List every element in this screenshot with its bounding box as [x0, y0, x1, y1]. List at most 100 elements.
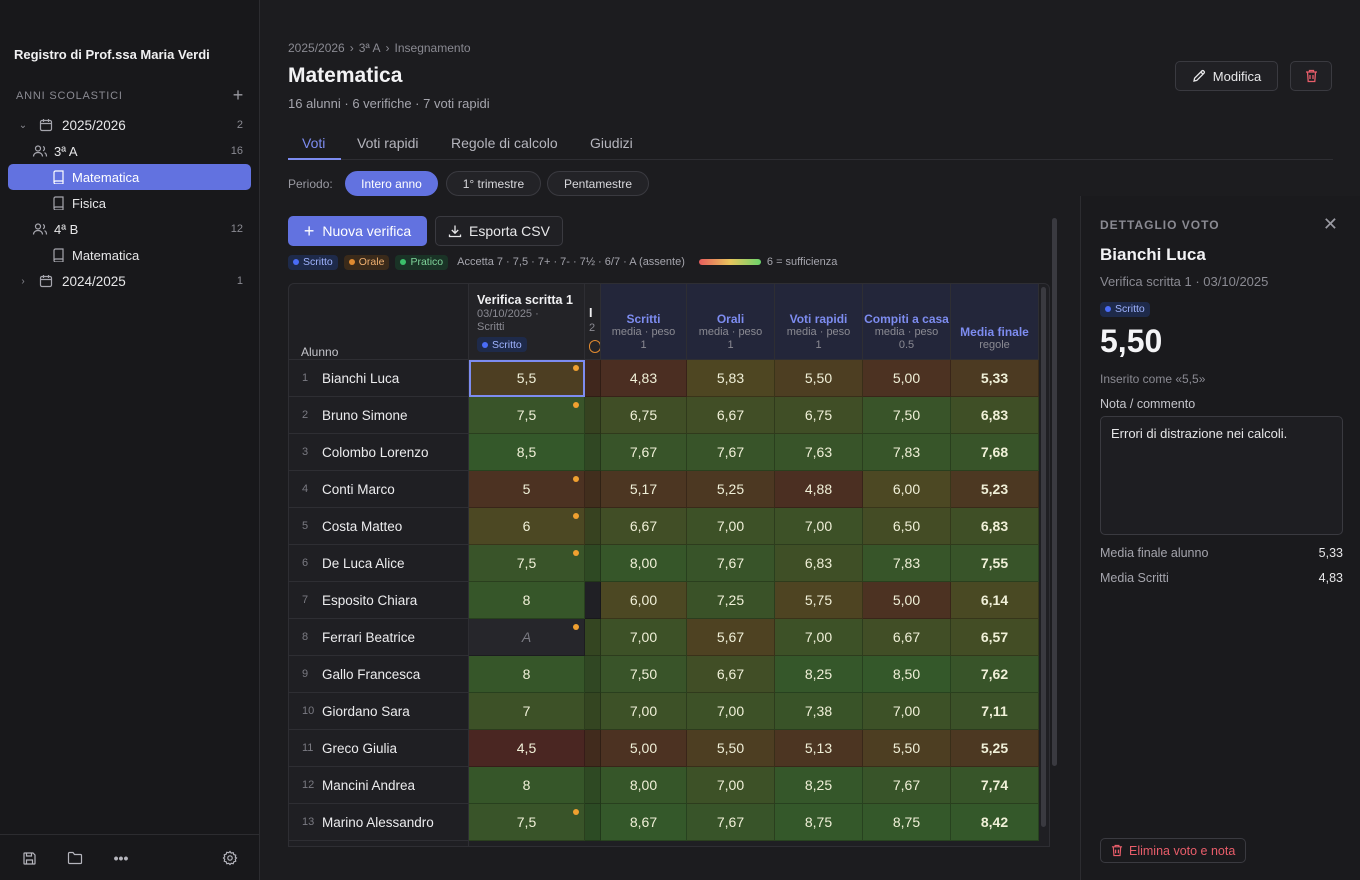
breadcrumb-year[interactable]: 2025/2026 — [288, 41, 345, 55]
main-scrollbar[interactable] — [1052, 218, 1057, 766]
tab-voti-rapidi[interactable]: Voti rapidi — [357, 135, 419, 151]
grade-cell[interactable]: 7,5 — [469, 545, 585, 582]
grade-value: 7,5 — [516, 555, 537, 571]
close-icon[interactable]: ✕ — [1322, 214, 1338, 234]
table-row-student[interactable]: 2 Bruno Simone — [289, 397, 469, 434]
breadcrumb-separator: › — [349, 41, 354, 55]
table-row-student[interactable]: 7 Esposito Chiara — [289, 582, 469, 619]
grade-cell-partial[interactable] — [585, 471, 601, 508]
grade-cell[interactable]: 7 — [469, 693, 585, 730]
avg-value: 7,00 — [716, 777, 745, 793]
edit-button[interactable]: Modifica — [1175, 61, 1278, 91]
tab-regole-di-calcolo[interactable]: Regole di calcolo — [451, 135, 558, 151]
grade-cell[interactable]: 6 — [469, 508, 585, 545]
grade-cell-partial[interactable] — [585, 508, 601, 545]
grade-cell[interactable]: 8 — [469, 656, 585, 693]
book-icon — [50, 170, 66, 184]
header-media-finale[interactable]: Media finale regole — [951, 284, 1039, 360]
period-pentamestre[interactable]: Pentamestre — [547, 171, 649, 196]
table-row-student[interactable]: 1 Bianchi Luca — [289, 360, 469, 397]
tree-label: 2025/2026 — [62, 117, 126, 133]
avg-value: 8,42 — [980, 814, 1009, 830]
avg-cell-orali: 7,67 — [687, 545, 775, 582]
grade-cell-partial[interactable] — [585, 730, 601, 767]
tree-subject-fisica[interactable]: Fisica — [8, 190, 251, 216]
grade-cell-partial[interactable] — [585, 397, 601, 434]
period-intero-anno[interactable]: Intero anno — [345, 171, 438, 196]
grade-cell[interactable]: 7,5 — [469, 397, 585, 434]
grade-cell[interactable]: 4,5 — [469, 730, 585, 767]
grade-cell[interactable]: 8 — [469, 767, 585, 804]
delete-subject-button[interactable] — [1290, 61, 1332, 91]
chevron-right-icon[interactable]: › — [21, 275, 25, 287]
table-row-student[interactable]: 11 Greco Giulia — [289, 730, 469, 767]
tree-subject-matematica-3a[interactable]: Matematica — [8, 164, 251, 190]
tab-voti[interactable]: Voti — [302, 135, 326, 151]
grade-cell-partial[interactable] — [585, 804, 601, 841]
grade-cell-partial[interactable] — [585, 434, 601, 471]
avg-cell-voti-rapidi: 7,38 — [775, 693, 863, 730]
note-indicator — [573, 513, 579, 519]
grade-cell[interactable]: 5 — [469, 471, 585, 508]
more-icon[interactable]: ••• — [113, 850, 129, 866]
header-sub: media · peso — [786, 326, 851, 338]
breadcrumb-class[interactable]: 3ª A — [358, 41, 381, 55]
table-row-student[interactable]: 8 Ferrari Beatrice — [289, 619, 469, 656]
chevron-down-icon[interactable]: ⌄ — [18, 119, 28, 131]
header-test-partial[interactable]: I 2 — [585, 284, 601, 360]
grid-scrollbar[interactable] — [1041, 287, 1046, 827]
avg-value: 6,50 — [892, 518, 921, 534]
gear-icon[interactable] — [221, 849, 239, 867]
table-row-student[interactable]: 3 Colombo Lorenzo — [289, 434, 469, 471]
header-voti-rapidi[interactable]: Voti rapidi media · peso 1 — [775, 284, 863, 360]
avg-cell-orali: 6,67 — [687, 656, 775, 693]
grade-cell-partial[interactable] — [585, 693, 601, 730]
table-row-student[interactable]: 5 Costa Matteo — [289, 508, 469, 545]
tree-subject-matematica-4b[interactable]: Matematica — [8, 242, 251, 268]
table-row-student[interactable]: 6 De Luca Alice — [289, 545, 469, 582]
detail-test-meta: Verifica scritta 1 · 03/10/2025 — [1100, 274, 1269, 289]
tree-class-4b[interactable]: 4ª B 12 — [8, 216, 251, 242]
delete-grade-button[interactable]: Elimina voto e nota — [1100, 838, 1247, 863]
header-test-verifica-scritta-1[interactable]: Verifica scritta 1 03/10/2025 · Scritti … — [469, 284, 585, 360]
header-scritti[interactable]: Scritti media · peso 1 — [601, 284, 687, 360]
table-row-student[interactable]: 4 Conti Marco — [289, 471, 469, 508]
grade-cell-partial[interactable] — [585, 656, 601, 693]
grade-cell[interactable]: A — [469, 619, 585, 656]
accepted-formats: Accetta 7 · 7,5 · 7+ · 7- · 7½ · 6/7 · A… — [457, 256, 685, 268]
table-row-student[interactable]: 10 Giordano Sara — [289, 693, 469, 730]
tree-year-2024[interactable]: › 2024/2025 1 — [8, 268, 251, 294]
period-primo-trimestre[interactable]: 1° trimestre — [446, 171, 541, 196]
table-row-student[interactable]: 12 Mancini Andrea — [289, 767, 469, 804]
tree-count: 12 — [230, 223, 243, 235]
avg-value: 6,67 — [629, 518, 658, 534]
new-test-button[interactable]: + Nuova verifica — [288, 216, 427, 246]
folder-icon[interactable] — [66, 849, 84, 867]
grade-scale-text: 6 = sufficienza — [766, 256, 838, 268]
grade-cell-partial[interactable] — [585, 360, 601, 397]
stat-value: 5,33 — [1318, 546, 1343, 560]
note-textarea[interactable]: Errori di distrazione nei calcoli. — [1100, 416, 1343, 535]
tree-class-3a[interactable]: 3ª A 16 — [8, 138, 251, 164]
tree-year-2025[interactable]: ⌄ 2025/2026 2 — [8, 112, 251, 138]
avg-cell-compiti-a-casa: 5,00 — [863, 360, 951, 397]
save-icon[interactable] — [20, 849, 38, 867]
table-row-student[interactable]: 13 Marino Alessandro — [289, 804, 469, 841]
grade-cell[interactable]: 5,5 — [469, 360, 585, 397]
table-row-student[interactable]: 9 Gallo Francesca — [289, 656, 469, 693]
row-index: 9 — [302, 668, 309, 680]
plus-icon[interactable]: + — [232, 85, 244, 105]
header-compiti-a-casa[interactable]: Compiti a casa media · peso 0.5 — [863, 284, 951, 360]
export-csv-button[interactable]: Esporta CSV — [435, 216, 563, 246]
grade-cell-partial[interactable] — [585, 767, 601, 804]
header-orali[interactable]: Orali media · peso 1 — [687, 284, 775, 360]
pencil-icon — [1192, 69, 1206, 83]
avg-value: 5,00 — [892, 370, 921, 386]
grade-cell[interactable]: 7,5 — [469, 804, 585, 841]
grade-cell[interactable]: 8 — [469, 582, 585, 619]
grade-cell[interactable]: 8,5 — [469, 434, 585, 471]
grade-cell-partial[interactable] — [585, 619, 601, 656]
tab-giudizi[interactable]: Giudizi — [590, 135, 633, 151]
grade-cell-partial[interactable] — [585, 545, 601, 582]
grade-cell-partial[interactable] — [585, 582, 601, 619]
